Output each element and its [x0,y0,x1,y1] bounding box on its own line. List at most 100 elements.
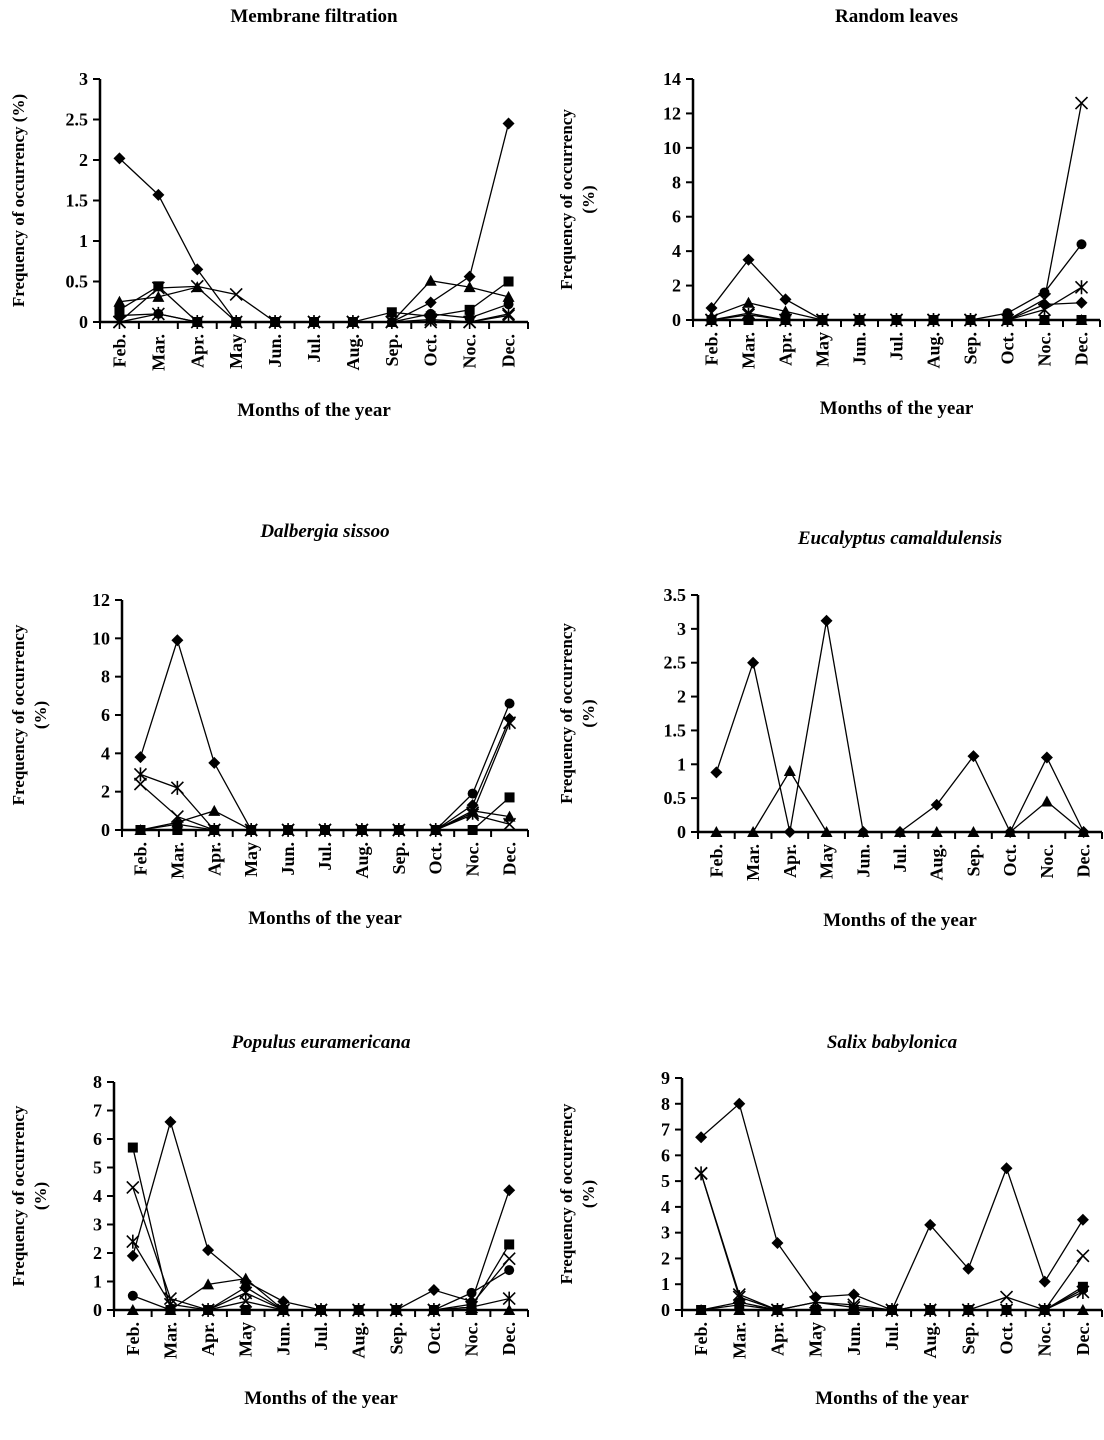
y-tick-label: 9 [661,1068,670,1088]
chart-title: Dalbergia sissoo [259,521,389,542]
x-tick-label: Apr. [776,332,796,366]
series-diamond [695,1097,1089,1316]
data-point-diamond [171,634,184,647]
x-tick-label: Oct. [426,842,446,874]
data-point-triangle [503,810,516,822]
data-point-star [502,715,517,730]
data-point-diamond [503,1184,516,1197]
series-circle [706,239,1087,325]
data-point-diamond [126,1249,139,1262]
data-point-x [133,777,148,791]
data-point-diamond [191,263,204,276]
y-tick-label: 12 [663,103,681,123]
x-tick-label: Jul. [304,334,324,363]
data-point-triangle [1040,795,1053,807]
data-point-diamond [1075,296,1088,309]
data-point-x [502,1252,516,1266]
x-tick-label: Noc. [1037,844,1057,879]
data-point-x [999,1290,1014,1304]
data-point-circle [1039,287,1050,298]
y-tick-label: 1 [661,1274,670,1294]
data-point-diamond [1038,1275,1051,1288]
series-line [140,722,511,831]
chart-title: Salix babylonica [827,1032,958,1053]
series-triangle [695,1304,1089,1315]
y-tick-label: 3 [661,1223,670,1243]
x-tick-label: Jun. [265,334,285,368]
y-tick-label: 12 [92,590,110,610]
series-line [132,1187,510,1311]
y-tick-label: 2 [79,150,88,170]
series-line [700,1102,1084,1311]
data-point-circle [386,317,397,327]
data-point-triangle [695,1304,708,1315]
x-tick-label: May [236,1322,256,1357]
x-tick-label: Mar. [167,842,187,879]
x-tick-label: Apr. [198,1322,218,1356]
x-tick-label: Feb. [109,334,129,368]
y-axis-label: Frequency of occurrency [557,109,576,290]
data-point-circle [467,788,478,799]
data-point-triangle [710,826,723,837]
series-line [132,1147,510,1311]
data-point-circle [1076,239,1087,250]
x-tick-label: Aug. [343,334,363,371]
y-tick-label: 1.5 [66,191,89,211]
y-tick-label: 2.5 [66,110,89,130]
x-tick-label: May [241,842,261,877]
y-tick-label: 8 [93,1072,102,1092]
y-tick-label: 5 [661,1171,670,1191]
data-point-square [386,307,397,318]
series-diamond [113,117,515,328]
data-point-diamond [202,1244,215,1257]
data-point-diamond [962,1262,975,1275]
data-point-triangle [427,1304,440,1315]
data-point-triangle [733,1304,746,1315]
chart-panel-dalbergia-sissoo: Dalbergia sissoo 0 2 4 6 8 10 12 Feb. Mar. Apr. May… [0,480,552,950]
y-tick-label: 14 [663,69,681,89]
y-tick-label: 4 [101,743,110,763]
x-tick-label: Aug. [349,1322,369,1359]
x-tick-label: Noc. [460,334,480,369]
data-point-diamond [424,296,437,309]
data-point-triangle [779,305,792,317]
x-tick-label: May [817,844,837,879]
data-point-square [891,315,902,325]
x-axis-label: Months of the year [248,908,402,929]
x-tick-label: May [226,334,246,369]
data-point-diamond [502,117,515,130]
y-tick-label: 10 [663,138,681,158]
y-tick-label: 1 [677,754,686,774]
data-point-triangle [809,1304,822,1315]
x-tick-label: Aug. [924,332,944,369]
series-triangle [126,1272,516,1315]
x-tick-label: Oct. [421,334,441,366]
data-point-x [151,281,165,295]
data-point-x [126,1180,140,1195]
data-point-triangle [1077,826,1090,837]
y-tick-label: 0 [93,1300,102,1320]
data-point-triangle [315,1304,327,1315]
x-tick-label: Feb. [691,1322,711,1356]
x-tick-label: Dec. [500,842,520,875]
series-x [704,96,1089,327]
data-point-triangle [1076,1304,1089,1315]
data-point-diamond [463,270,476,283]
x-tick-label: May [806,1322,826,1357]
data-point-square [135,825,146,835]
chart-svg: Random leaves 0 2 4 6 8 10 12 14 Feb. Mar. Apr. May J… [557,6,1101,419]
data-point-circle [240,1282,251,1293]
y-tick-label: 6 [93,1129,102,1149]
x-tick-label: Feb. [706,844,726,878]
y-tick-label: 8 [672,172,681,192]
data-point-diamond [208,756,221,769]
series-diamond [134,634,516,836]
x-tick-label: Feb. [130,842,150,876]
data-point-x [1074,96,1089,110]
x-tick-label: Apr. [187,334,207,368]
series-x [694,1166,1090,1317]
y-tick-label: 1 [79,231,88,251]
y-tick-label: 2.5 [664,653,687,673]
x-tick-label: Sep. [389,842,409,875]
y-axis-label: (%) [31,1182,50,1210]
